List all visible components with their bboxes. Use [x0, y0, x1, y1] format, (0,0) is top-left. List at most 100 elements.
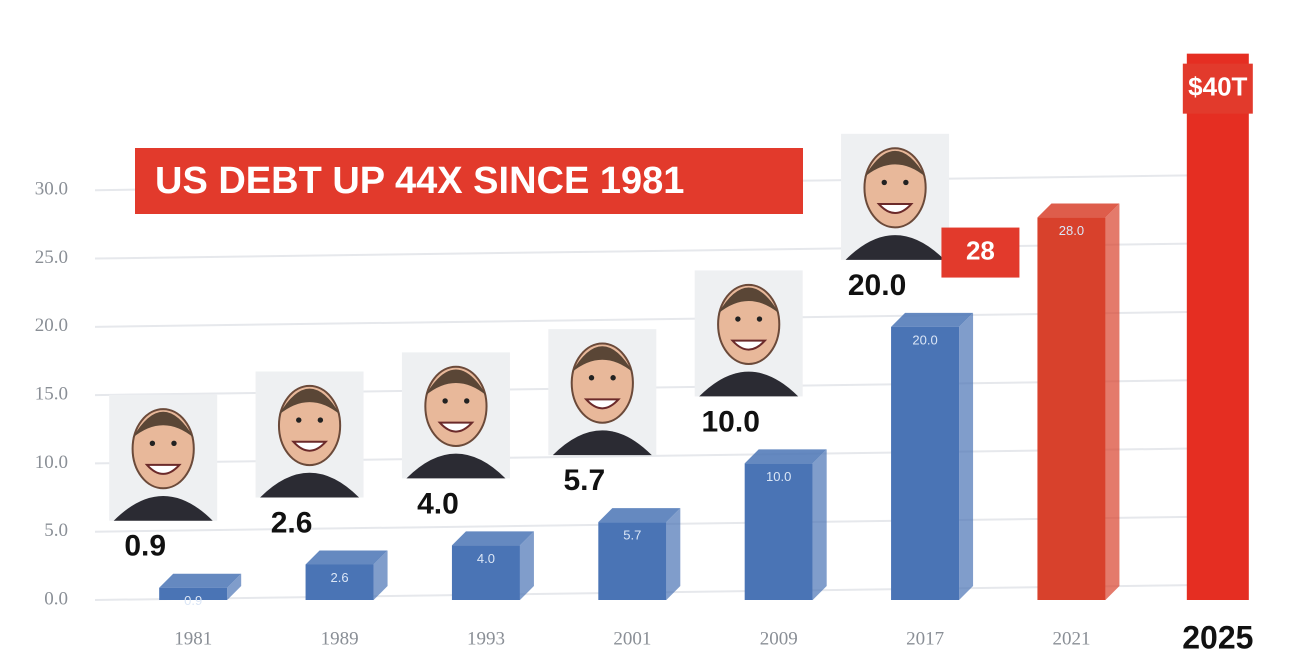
portrait-eye [903, 179, 909, 186]
label-box [1182, 63, 1253, 114]
bar-inner-label: 2.6 [331, 570, 349, 585]
portrait-eye [464, 398, 470, 404]
title-box [135, 148, 803, 214]
portrait-smile [291, 440, 329, 452]
bar-inner-label: 4.0 [477, 551, 495, 566]
value-label: 28 [966, 235, 995, 265]
bar [1037, 217, 1106, 600]
bar-side [227, 573, 242, 600]
value-label: 0.9 [124, 530, 166, 563]
bar-inner-label: 10.0 [766, 469, 791, 484]
x-tick-label: 1989 [321, 628, 359, 649]
value-label: 10.0 [701, 405, 759, 438]
x-tick-label: 2021 [1052, 628, 1090, 649]
y-tick-label: 30.0 [35, 179, 68, 200]
bar-side [812, 449, 827, 600]
portrait-eye [149, 440, 156, 447]
portrait-eye [317, 417, 324, 423]
portrait [694, 270, 803, 397]
portrait-suit [845, 235, 945, 260]
x-tick-label: 2009 [760, 628, 798, 649]
portrait [401, 352, 510, 479]
portrait-suit [406, 453, 506, 479]
portrait-suit [260, 472, 360, 498]
bar [1186, 53, 1249, 601]
bar-side [1105, 203, 1120, 600]
portrait-suit [699, 371, 799, 397]
grid-line [94, 242, 1201, 260]
portrait-hair [132, 411, 194, 438]
portrait-hair [718, 287, 780, 314]
value-label: $40T [1188, 72, 1247, 102]
value-label: 5.7 [563, 464, 605, 497]
portrait-suit [552, 430, 652, 456]
value-label: 2.6 [271, 506, 313, 539]
portrait-face [717, 283, 781, 366]
portrait [109, 394, 218, 521]
y-tick-label: 15.0 [35, 383, 68, 404]
value-label: 20.0 [848, 269, 906, 302]
y-tick-label: 5.0 [44, 520, 68, 541]
value-label: 4.0 [417, 487, 459, 520]
x-tick-label: 2001 [613, 628, 651, 649]
bar-top [159, 573, 242, 588]
bar-top [744, 449, 827, 464]
portrait-eye [756, 316, 763, 322]
portrait-eye [735, 316, 741, 322]
portrait-eye [296, 417, 302, 423]
bar [159, 587, 228, 600]
bar-inner-label: 20.0 [912, 332, 937, 347]
portrait-face [424, 365, 488, 447]
portrait-eye [881, 179, 887, 186]
portrait [255, 371, 364, 498]
grid-line [94, 310, 1201, 328]
portrait-eye [442, 398, 448, 404]
x-tick-label: 1993 [467, 628, 505, 649]
y-tick-label: 25.0 [35, 247, 68, 268]
portrait [841, 133, 950, 260]
portrait-face [863, 147, 927, 229]
portrait-smile [583, 398, 621, 410]
portrait-face [131, 408, 195, 490]
bar-side [959, 312, 974, 600]
portrait-hair [425, 369, 487, 396]
portrait-suit [113, 495, 213, 521]
label-box [941, 227, 1020, 278]
portrait-hair [278, 388, 341, 415]
x-tick-label: 2025 [1182, 619, 1253, 655]
portrait-face [570, 342, 634, 424]
bar [891, 326, 960, 600]
y-tick-label: 0.0 [44, 588, 68, 609]
chart-title: US DEBT UP 44X SINCE 1981 [155, 160, 684, 202]
bar-top [891, 312, 974, 327]
x-tick-label: 2017 [906, 628, 944, 649]
portrait-smile [437, 421, 475, 433]
bar-inner-label: 28.0 [1059, 223, 1084, 238]
bar-side [519, 531, 534, 600]
portrait-eye [588, 375, 595, 381]
bar-side [373, 550, 388, 600]
portrait [548, 329, 657, 456]
bar [451, 545, 520, 600]
bar [744, 463, 813, 600]
bar-inner-label: 0.9 [184, 593, 202, 608]
bar-side [666, 508, 681, 600]
portrait-smile [730, 339, 768, 351]
bar-top [598, 508, 681, 523]
y-tick-label: 10.0 [35, 452, 68, 473]
bar [598, 522, 667, 600]
bar-top [451, 531, 534, 546]
bar [305, 564, 374, 600]
portrait-hair [571, 346, 633, 373]
bar-top [305, 550, 388, 565]
x-tick-label: 1981 [174, 628, 212, 649]
portrait-hair [864, 150, 926, 178]
portrait-eye [610, 375, 616, 381]
portrait-smile [876, 203, 914, 215]
portrait-smile [144, 463, 182, 475]
portrait-face [277, 384, 342, 467]
portrait-eye [171, 440, 177, 447]
bar-inner-label: 5.7 [623, 528, 641, 543]
bar-top [1037, 203, 1120, 218]
